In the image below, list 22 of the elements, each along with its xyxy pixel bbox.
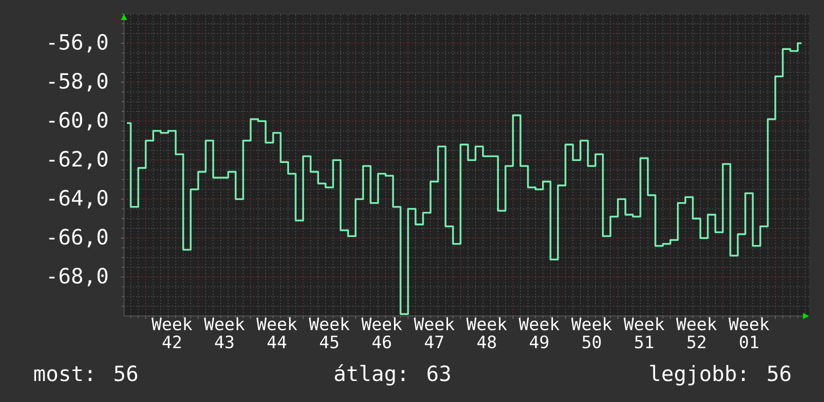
x-tick-label: Week 45 [308, 317, 350, 348]
text: most: 56 [34, 365, 138, 382]
x-tick-label: Week 48 [466, 317, 507, 348]
x-tick-label: Week 51 [624, 317, 664, 348]
text: átlag: 63 [334, 364, 450, 386]
y-tick-label: -66,0 [49, 228, 108, 248]
text: legjobb: 56 [650, 364, 790, 386]
x-tick-label: Week 42 [152, 317, 192, 348]
x-tick-label: Week 50 [571, 317, 612, 348]
x-tick-label: Week 44 [256, 317, 298, 348]
x-tick-label: Week 01 [728, 317, 770, 348]
y-tick-label: -58,0 [49, 72, 108, 92]
x-tick-label: Week 52 [676, 317, 717, 348]
y-tick-label: -56,0 [49, 34, 108, 52]
y-tick-label: -62,0 [49, 150, 108, 170]
y-tick-label: -68,0 [49, 268, 108, 286]
x-tick-label: Week 46 [361, 317, 402, 348]
y-tick-label: -64,0 [49, 190, 108, 208]
y-tick-label: -60,0 [49, 112, 108, 130]
x-tick-label: Week 49 [518, 317, 560, 348]
x-tick-label: Week 47 [414, 317, 454, 348]
x-tick-label: Week 43 [204, 317, 245, 348]
